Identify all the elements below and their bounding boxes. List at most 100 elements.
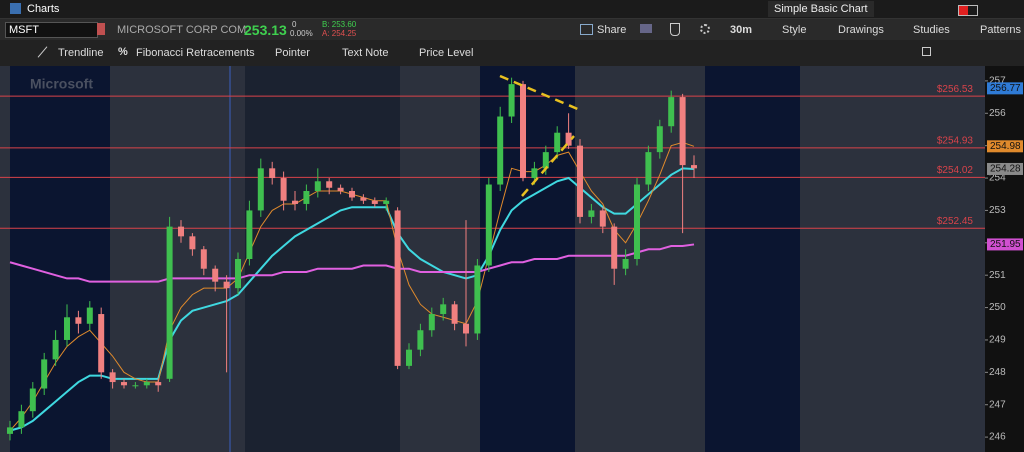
y-tick-label: 256: [989, 108, 1006, 119]
ask: A: 254.25: [322, 29, 357, 38]
candle-body: [178, 226, 184, 237]
candle-body: [679, 97, 686, 166]
last-price: 253.13: [244, 22, 287, 38]
price-tag-label: 254.28: [990, 164, 1021, 175]
price-tag: [987, 238, 1023, 251]
candle-body: [634, 184, 640, 259]
candle-body: [41, 359, 48, 389]
toolbar-button[interactable]: Studies: [913, 24, 950, 36]
candle-body: [212, 268, 219, 282]
price-tag: [987, 82, 1023, 95]
candle-body: [531, 168, 538, 179]
candle-body: [691, 165, 697, 169]
y-tick-label: 250: [989, 302, 1006, 313]
toolbar-button[interactable]: Patterns: [980, 24, 1021, 36]
y-tick-label: 254: [989, 173, 1006, 184]
candle-body: [98, 314, 105, 373]
candle-body: [246, 210, 253, 259]
session-band: [10, 66, 110, 452]
tool-button[interactable]: Trendline: [58, 47, 104, 59]
price-tag-label: 251.95: [990, 239, 1021, 250]
candle-body: [463, 323, 469, 334]
view-icon[interactable]: [922, 47, 931, 56]
candle-body: [577, 145, 583, 217]
candle-body: [18, 411, 25, 428]
icon[interactable]: [640, 24, 652, 33]
price-level-label: $252.45: [937, 216, 974, 227]
share-icon: [580, 24, 593, 35]
price-tag-label: 256.77: [990, 83, 1021, 94]
y-tick-label: 251: [989, 270, 1006, 281]
trend-drawing[interactable]: [521, 135, 575, 197]
candle-body: [326, 181, 333, 188]
candle-body: [360, 197, 367, 201]
price-level-label: $256.53: [937, 84, 974, 95]
price-tag: [987, 162, 1023, 175]
candle-body: [451, 304, 458, 324]
candle-body: [542, 152, 549, 169]
candle-body: [132, 385, 139, 387]
candle-body: [599, 210, 606, 227]
y-tick-label: 257: [989, 76, 1006, 87]
candle-body: [645, 152, 652, 185]
candle-body: [109, 372, 116, 383]
window-title: Charts: [27, 3, 60, 15]
candle-body: [280, 178, 287, 201]
tool-button[interactable]: Text Note: [342, 47, 389, 59]
app-icon: [10, 3, 21, 14]
candle-body: [337, 187, 344, 191]
y-tick-label: 248: [989, 367, 1006, 378]
candle-body: [497, 116, 504, 185]
candle-body: [64, 317, 70, 340]
toolbar-button[interactable]: Style: [782, 24, 807, 36]
candle-body: [554, 132, 561, 153]
quote-bar: MSFT MICROSOFT CORP COM 253.13 0 0.00% B…: [0, 19, 1024, 40]
y-tick-label: 253: [989, 205, 1006, 216]
candle-body: [86, 307, 93, 324]
drawing-toolbar: Trendline Fibonacci Retracements Pointer…: [0, 40, 1024, 67]
candle-body: [611, 226, 618, 269]
candle-body: [121, 382, 127, 386]
candle-body: [394, 210, 401, 366]
candle-body: [383, 200, 390, 204]
price-level-label: $254.93: [937, 136, 974, 147]
tool-button[interactable]: Fibonacci Retracements: [136, 47, 255, 59]
candle-body: [668, 97, 675, 127]
candle-body: [75, 317, 82, 324]
price-tag: [987, 140, 1023, 153]
symbol-input[interactable]: MSFT: [5, 22, 98, 38]
flask-icon[interactable]: [670, 23, 680, 36]
candle-body: [52, 339, 59, 360]
y-tick-label: 247: [989, 399, 1006, 410]
toolbar-button[interactable]: 30m: [730, 24, 753, 36]
price-level-label: $254.02: [937, 165, 974, 176]
candle-body: [656, 126, 663, 153]
tool-button[interactable]: Price Level: [419, 47, 474, 59]
candle-body: [269, 168, 276, 179]
session-band: [705, 66, 800, 452]
chart: Microsoft 246247248249250251252253254255…: [0, 66, 1024, 452]
candle-body: [7, 427, 13, 434]
layout-name[interactable]: Simple Basic Chart: [768, 1, 874, 17]
window-icon[interactable]: [958, 5, 978, 16]
candle-body: [428, 314, 435, 331]
candle-body: [622, 259, 629, 269]
trendline-icon: [37, 46, 48, 58]
candle-body: [189, 236, 196, 250]
toolbar-button[interactable]: Share: [597, 24, 627, 36]
link-icon[interactable]: [97, 23, 105, 35]
title-bar: Charts Simple Basic Chart: [0, 0, 1024, 19]
candle-body: [223, 281, 230, 289]
candle-body: [303, 190, 310, 204]
fib-icon: %: [118, 46, 128, 58]
bid: B: 253.60: [322, 20, 357, 29]
settings-icon[interactable]: [700, 24, 710, 34]
candle-body: [143, 382, 150, 386]
candle-body: [485, 184, 492, 266]
y-tick-label: 249: [989, 335, 1006, 346]
y-tick-label: 246: [989, 432, 1006, 443]
tool-button[interactable]: Pointer: [275, 47, 310, 59]
candle-body: [235, 259, 241, 289]
company-name: MICROSOFT CORP COM: [117, 24, 247, 36]
toolbar-button[interactable]: Drawings: [838, 24, 884, 36]
